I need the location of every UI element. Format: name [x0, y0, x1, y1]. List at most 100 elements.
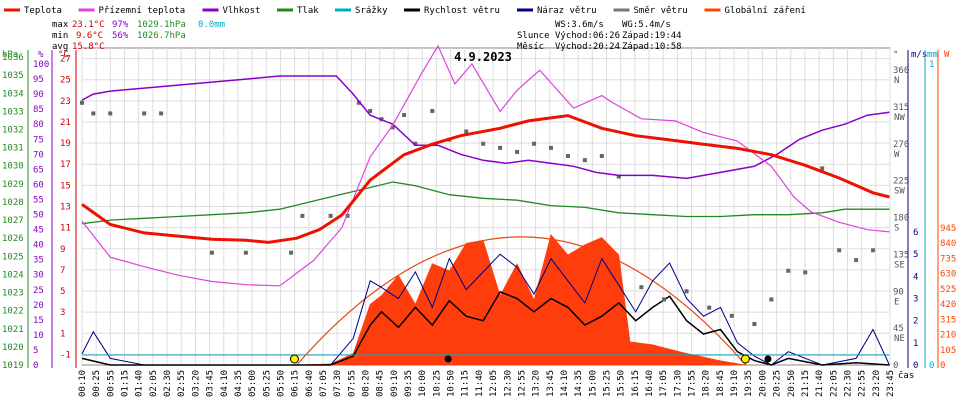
- pct-tick-label: 10: [33, 331, 44, 341]
- series-line-clear-sky: [296, 236, 747, 366]
- hpa-tick-label: 1034: [2, 89, 24, 99]
- dir-tick-name: NE: [894, 334, 905, 344]
- legend-label: Srážky: [355, 6, 388, 16]
- temp-tick-label: 15: [60, 181, 71, 191]
- hpa-tick-label: 1022: [2, 307, 24, 317]
- x-tick-label: 10:00: [418, 370, 428, 397]
- wind-direction-point: [481, 141, 486, 146]
- wind-direction-point: [289, 250, 294, 255]
- pct-tick-label: 20: [33, 301, 44, 311]
- wind-direction-point: [803, 270, 808, 275]
- stat-press-min: 1026.7hPa: [137, 31, 186, 41]
- legend-label: Náraz větru: [537, 6, 597, 16]
- x-tick-label: 07:55: [347, 370, 357, 397]
- legend-label: Tlak: [297, 6, 319, 16]
- hpa-tick-label: 1028: [2, 198, 24, 208]
- dir-tick-label: 45: [893, 324, 904, 334]
- temp-tick-label: 17: [60, 160, 71, 170]
- stat-sunrise: Východ:06:26: [555, 31, 620, 41]
- temp-tick-label: 19: [60, 139, 71, 149]
- x-tick-label: 12:30: [503, 370, 513, 397]
- x-tick-label: 05:50: [276, 370, 286, 397]
- ms-tick-label: 3: [913, 295, 918, 305]
- wind-direction-point: [548, 145, 553, 150]
- x-tick-label: 20:50: [787, 370, 797, 397]
- temp-tick-label: 23: [60, 97, 71, 107]
- x-tick-label: 16:40: [645, 370, 655, 397]
- pct-tick-label: 35: [33, 256, 44, 266]
- dir-tick-label: 360: [893, 66, 909, 76]
- stat-temp-min: 9.6°C: [76, 31, 103, 41]
- wind-direction-point: [300, 213, 305, 218]
- dir-tick-label: 90: [893, 287, 904, 297]
- series-line-pressure: [81, 181, 890, 225]
- wind-direction-point: [498, 145, 503, 150]
- pct-tick-label: 75: [33, 135, 44, 145]
- x-tick-label: 03:45: [206, 370, 216, 397]
- x-tick-label: 13:20: [532, 370, 542, 397]
- wind-direction-point: [402, 113, 407, 118]
- x-tick-label: 12:55: [517, 370, 527, 397]
- x-tick-label: 05:25: [262, 370, 272, 397]
- pct-tick-label: 50: [33, 211, 44, 221]
- wind-direction-point: [565, 154, 570, 159]
- moonset-marker: [444, 355, 452, 363]
- pct-tick-label: 60: [33, 180, 44, 190]
- dir-tick-name: SE: [894, 260, 905, 270]
- x-tick-label: 07:30: [333, 370, 343, 397]
- temp-tick-label: 11: [60, 224, 71, 234]
- legend-label: Teplota: [24, 6, 62, 16]
- x-tick-label: 14:10: [560, 370, 570, 397]
- x-tick-label: 08:20: [362, 370, 372, 397]
- series-line-wind-gust: [81, 253, 890, 366]
- pct-tick-label: 85: [33, 105, 44, 115]
- wind-direction-point: [582, 158, 587, 163]
- x-tick-label: 17:05: [659, 370, 669, 397]
- wind-direction-point: [80, 100, 84, 105]
- wind-direction-point: [368, 108, 373, 113]
- wind-direction-point: [515, 149, 520, 154]
- w-tick-label: 735: [940, 254, 956, 264]
- x-tick-label: 09:10: [390, 370, 400, 397]
- hpa-tick-label: 1027: [2, 216, 24, 226]
- ms-tick-label: 1: [913, 339, 918, 349]
- temp-tick-label: 9: [60, 245, 65, 255]
- series-line-humidity: [81, 75, 890, 180]
- x-tick-label: 20:25: [773, 370, 783, 397]
- pct-tick-label: 90: [33, 90, 44, 100]
- pct-tick-label: 45: [33, 226, 44, 236]
- x-tick-label: 16:15: [631, 370, 641, 397]
- wind-direction-point: [684, 289, 689, 294]
- hpa-tick-label: 1036: [2, 53, 24, 63]
- w-tick-label: 420: [940, 300, 956, 310]
- temp-tick-label: 21: [60, 118, 71, 128]
- sun-label: Slunce: [517, 31, 550, 41]
- x-tick-label: 10:50: [447, 370, 457, 397]
- hpa-tick-label: 1032: [2, 126, 24, 136]
- x-tick-label: 06:15: [291, 370, 301, 397]
- x-tick-label: 15:00: [588, 370, 598, 397]
- pct-tick-label: 65: [33, 165, 44, 175]
- ms-tick-label: 5: [913, 250, 918, 260]
- dir-tick-name: NW: [894, 113, 905, 123]
- ms-tick-label: 4: [913, 272, 918, 282]
- dir-tick-label: 270: [893, 140, 909, 150]
- x-tick-label: 22:55: [858, 370, 868, 397]
- wind-direction-point: [707, 305, 712, 310]
- dir-tick-name: N: [894, 76, 899, 86]
- sunset-marker: [740, 354, 750, 364]
- pct-tick-label: 95: [33, 75, 44, 85]
- chart-title: 4.9.2023: [454, 50, 512, 64]
- w-tick-label: 525: [940, 285, 956, 295]
- x-tick-label: 01:15: [121, 370, 131, 397]
- stat-hum-max: 97%: [112, 20, 129, 30]
- stat-temp-avg: 15.8°C: [72, 42, 105, 52]
- temp-tick-label: 7: [60, 266, 65, 276]
- x-tick-label: 06:40: [305, 370, 315, 397]
- pct-tick-label: 40: [33, 241, 44, 251]
- w-tick-label: 840: [940, 239, 956, 249]
- x-tick-label: 17:30: [673, 370, 683, 397]
- w-tick-label: 630: [940, 270, 956, 280]
- dir-tick-name: W: [894, 150, 900, 160]
